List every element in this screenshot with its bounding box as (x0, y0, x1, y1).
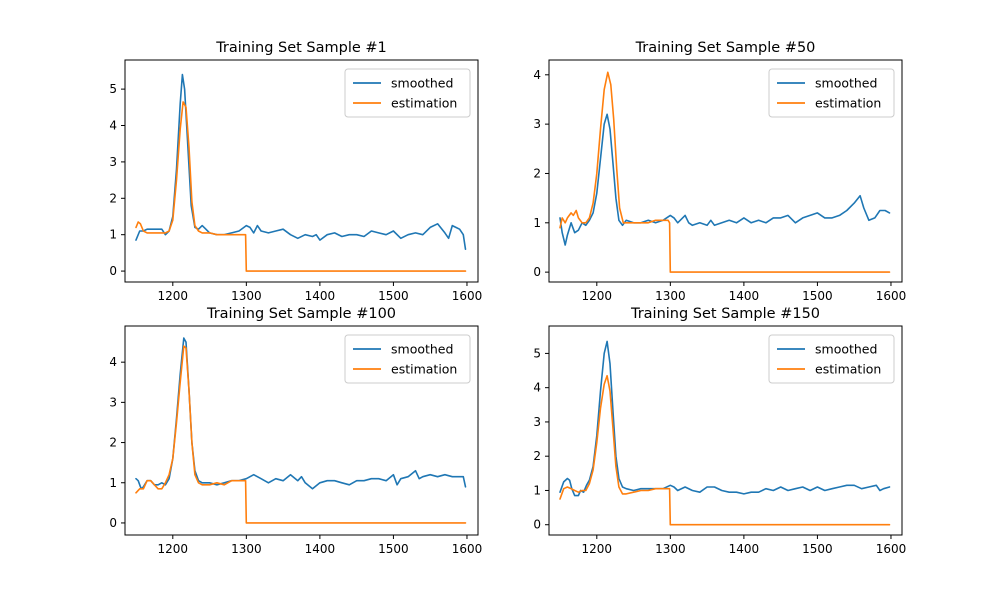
x-tick-label: 1600 (452, 289, 483, 303)
y-tick-label: 4 (533, 381, 541, 395)
x-tick-label: 1200 (582, 542, 613, 556)
legend (344, 334, 471, 384)
series-line-estimation (135, 101, 467, 272)
subplot-1: 1200 1300 1400 1500 1600 0 1 2 3 4 5 Training Set S… (109, 40, 482, 303)
series-line-estimation (559, 374, 891, 526)
y-tick-label: 4 (109, 119, 117, 133)
y-tick-label: 2 (109, 191, 117, 205)
x-tick-label: 1200 (158, 289, 189, 303)
legend-label-smoothed: smoothed (815, 76, 877, 91)
chart-title: Training Set Sample #100 (206, 306, 396, 322)
x-tick-label: 1500 (802, 542, 833, 556)
x-tick-label: 1400 (729, 289, 760, 303)
x-tick-label: 1500 (378, 289, 409, 303)
y-tick-label: 1 (533, 483, 541, 497)
subplot-4: 1200 1300 1400 1500 1600 0 1 2 3 4 5 Training Set S… (533, 306, 906, 556)
x-tick-label: 1500 (802, 289, 833, 303)
y-tick-label: 0 (109, 516, 117, 530)
legend-label-estimation: estimation (391, 96, 457, 111)
x-tick-label: 1200 (582, 289, 613, 303)
legend-label-smoothed: smoothed (391, 76, 453, 91)
y-tick-label: 1 (109, 228, 117, 242)
x-tick-label: 1600 (452, 542, 483, 556)
x-tick-label: 1200 (158, 542, 189, 556)
y-tick-label: 3 (109, 155, 117, 169)
y-tick-label: 3 (533, 415, 541, 429)
y-tick-label: 0 (533, 265, 541, 279)
y-tick-label: 2 (533, 449, 541, 463)
x-tick-label: 1300 (231, 542, 262, 556)
legend-label-smoothed: smoothed (815, 342, 877, 357)
series-line-smoothed (559, 340, 891, 497)
legend-label-smoothed: smoothed (391, 342, 453, 357)
legend (768, 334, 895, 384)
y-tick-label: 0 (533, 518, 541, 532)
legend (768, 68, 895, 118)
chart-title: Training Set Sample #50 (635, 40, 816, 56)
x-tick-label: 1400 (305, 289, 336, 303)
x-tick-label: 1400 (729, 542, 760, 556)
axes-frame (548, 59, 903, 283)
x-tick-label: 1300 (231, 289, 262, 303)
series-line-estimation (135, 345, 467, 524)
subplot-2: 1200 1300 1400 1500 1600 0 1 2 3 4 Training Set Sa… (533, 40, 906, 303)
series-line-smoothed (135, 337, 467, 490)
axes-frame (124, 325, 479, 536)
y-tick-label: 2 (533, 166, 541, 180)
x-tick-label: 1300 (655, 542, 686, 556)
y-tick-label: 4 (533, 68, 541, 82)
x-tick-label: 1500 (378, 542, 409, 556)
chart-title: Training Set Sample #150 (630, 306, 820, 322)
y-tick-label: 3 (109, 395, 117, 409)
y-tick-label: 3 (533, 117, 541, 131)
x-tick-label: 1600 (876, 542, 907, 556)
y-tick-label: 5 (109, 82, 117, 96)
legend (344, 68, 471, 118)
axes-frame (548, 325, 903, 536)
y-tick-label: 5 (533, 346, 541, 360)
legend-label-estimation: estimation (391, 362, 457, 377)
chart-title: Training Set Sample #1 (215, 40, 387, 56)
axes-frame (124, 59, 479, 283)
series-line-estimation (559, 71, 891, 273)
legend-label-estimation: estimation (815, 362, 881, 377)
y-tick-label: 0 (109, 264, 117, 278)
legend-label-estimation: estimation (815, 96, 881, 111)
series-line-smoothed (559, 113, 891, 246)
x-tick-label: 1600 (876, 289, 907, 303)
x-tick-label: 1300 (655, 289, 686, 303)
y-tick-label: 4 (109, 355, 117, 369)
subplot-3: 1200 1300 1400 1500 1600 0 1 2 3 4 Training Set Sa… (109, 306, 482, 556)
x-tick-label: 1400 (305, 542, 336, 556)
y-tick-label: 1 (109, 476, 117, 490)
y-tick-label: 1 (533, 216, 541, 230)
y-tick-label: 2 (109, 436, 117, 450)
